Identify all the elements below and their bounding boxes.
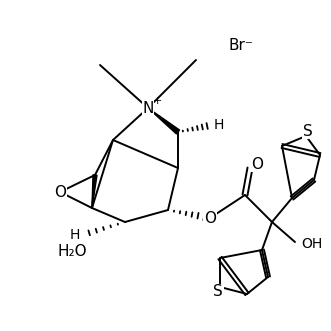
Text: H: H: [214, 118, 224, 132]
Text: O: O: [251, 157, 263, 171]
Text: O: O: [204, 211, 216, 225]
Polygon shape: [92, 175, 97, 208]
Text: S: S: [213, 285, 223, 300]
Text: H₂O: H₂O: [57, 245, 87, 260]
Text: OH: OH: [301, 237, 322, 251]
Text: S: S: [303, 123, 313, 138]
Text: O: O: [54, 184, 66, 200]
Text: +: +: [152, 96, 162, 106]
Text: H: H: [70, 228, 80, 242]
Polygon shape: [148, 108, 179, 134]
Text: Br⁻: Br⁻: [228, 37, 253, 53]
Text: N: N: [142, 101, 154, 116]
